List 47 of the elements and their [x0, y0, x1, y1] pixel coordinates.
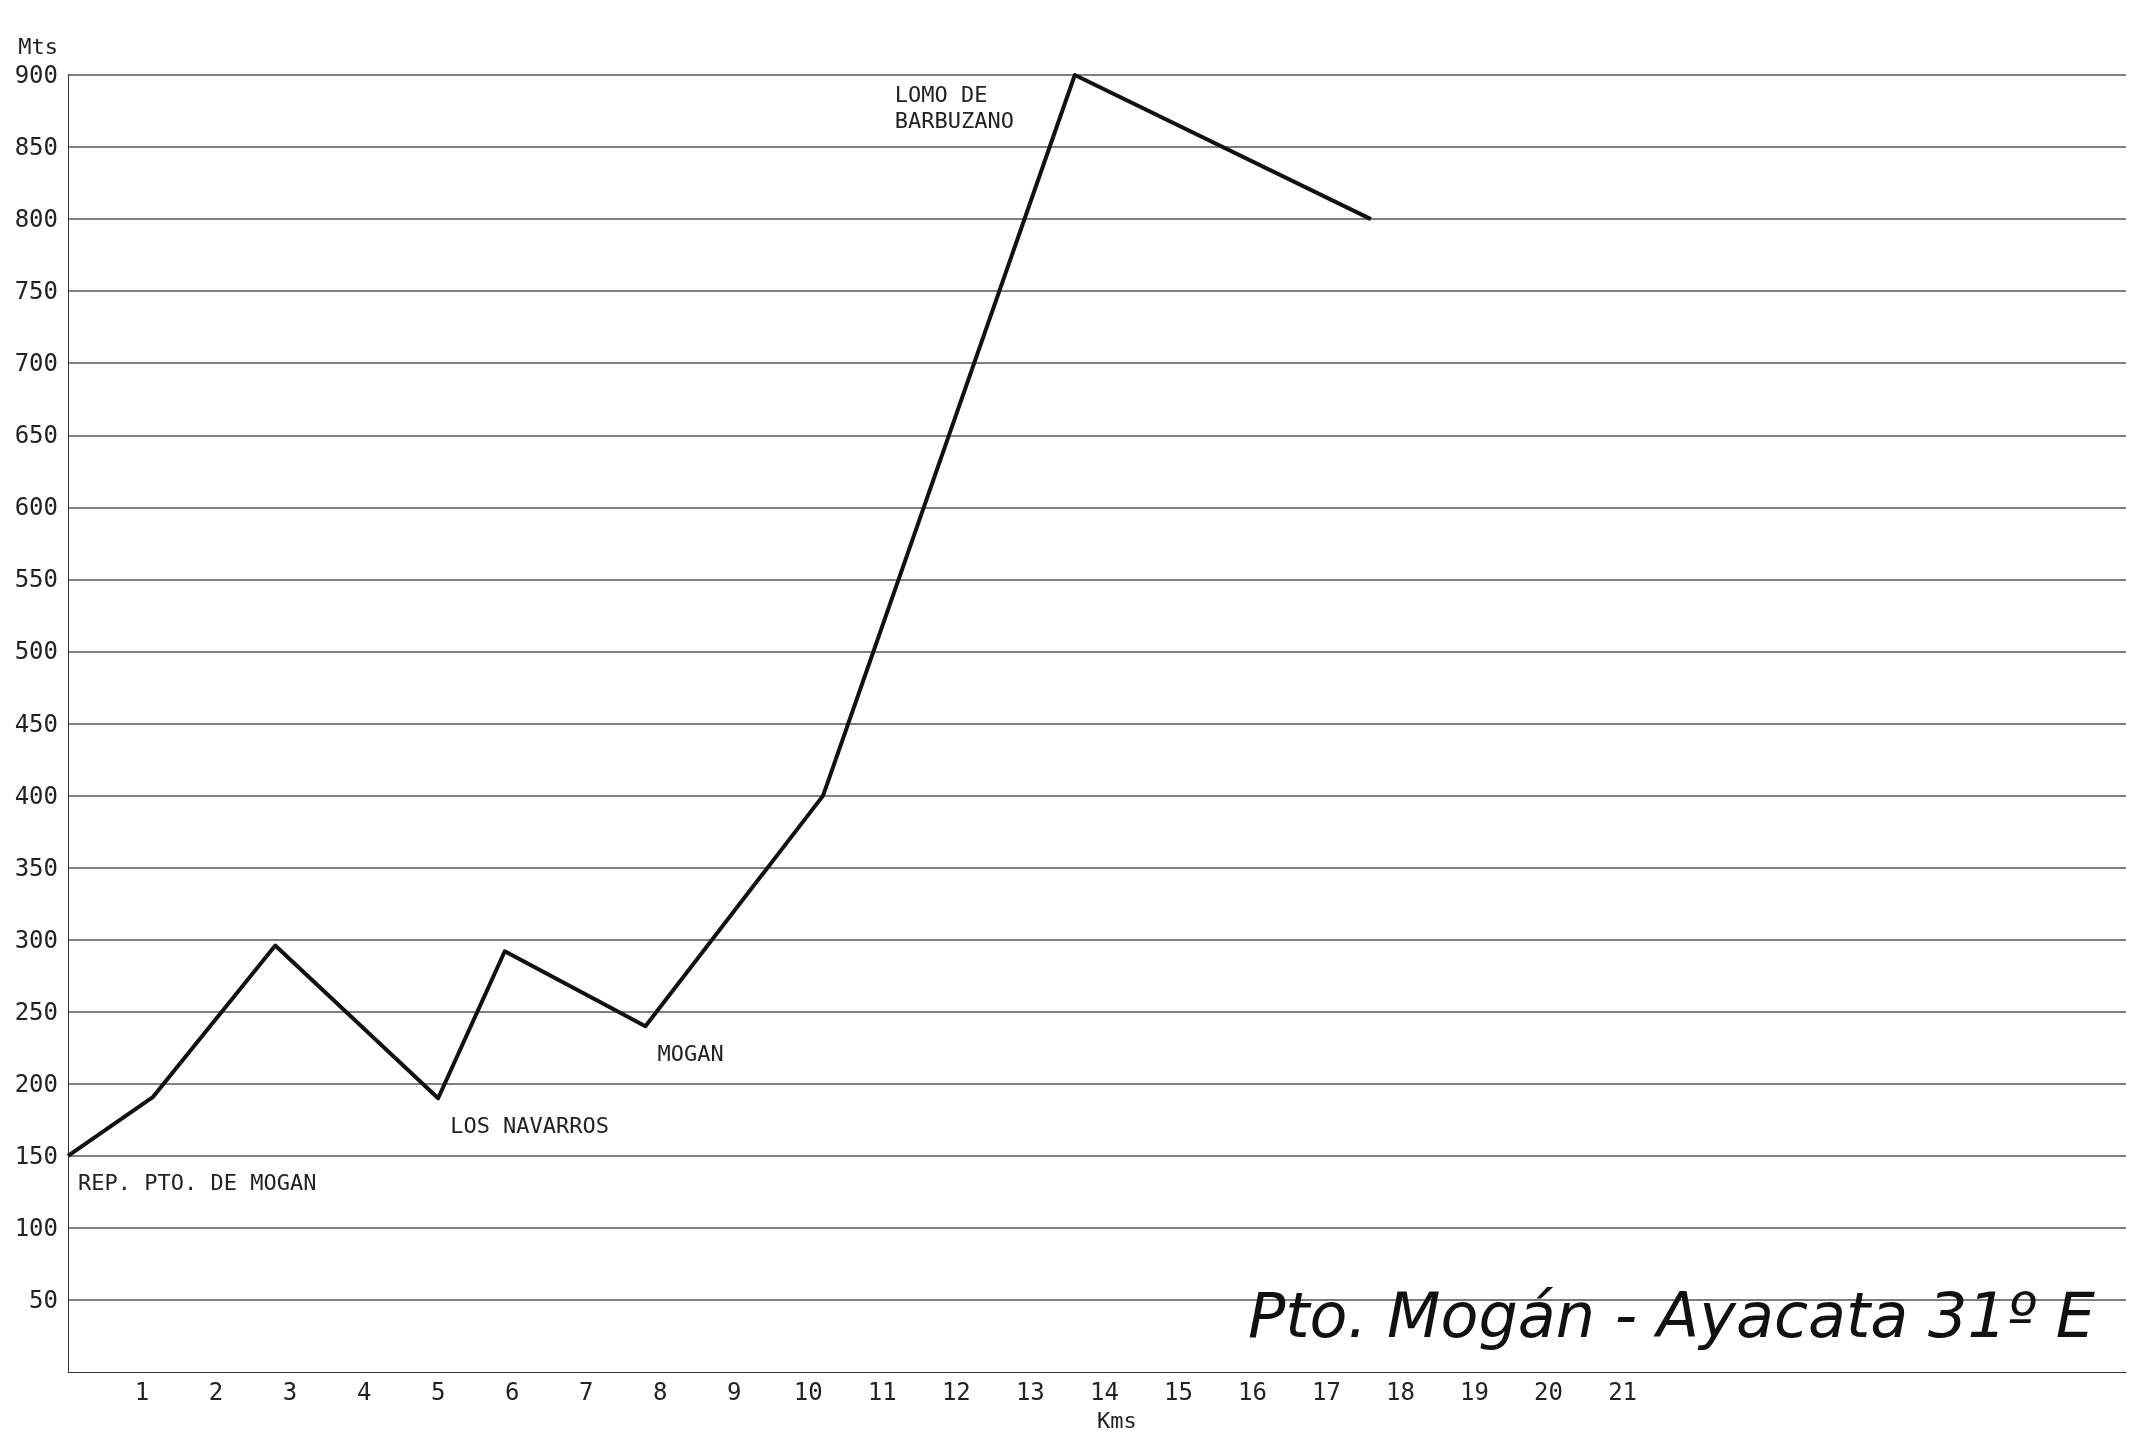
y-tick-label: 550	[14, 565, 58, 594]
x-tick-label: 2	[208, 1378, 224, 1407]
x-tick-label: 16	[1238, 1378, 1267, 1407]
x-tick-label: 12	[941, 1378, 971, 1407]
x-tick-label: 15	[1163, 1378, 1193, 1407]
y-tick-label: 800	[14, 205, 58, 234]
x-tick-label: 5	[430, 1378, 446, 1407]
x-tick-label: 6	[504, 1378, 520, 1407]
y-tick-label: 850	[14, 133, 58, 162]
y-tick-label: 400	[14, 781, 58, 810]
x-tick-label: 17	[1312, 1378, 1341, 1407]
x-tick-label: 7	[578, 1378, 594, 1407]
x-tick-label: 4	[356, 1378, 372, 1407]
line-series	[66, 73, 1373, 1158]
x-tick-label: 13	[1015, 1378, 1045, 1407]
annotation: REP. PTO. DE MOGAN	[78, 1170, 317, 1196]
x-tick-label: 8	[653, 1378, 668, 1407]
y-tick-label: 750	[14, 277, 58, 306]
annotation: MOGAN	[657, 1040, 724, 1066]
y-tick-label: 150	[14, 1141, 58, 1170]
y-tick-label: 900	[14, 61, 58, 89]
y-tick-label: 50	[29, 1286, 58, 1315]
x-tick-label: 19	[1460, 1378, 1489, 1407]
text: Pto. Mogán - Ayacata 31º E	[1247, 1278, 2096, 1352]
y-tick-label: 350	[14, 853, 58, 882]
x-tick-label: 10	[793, 1378, 823, 1407]
y-tick-label: 600	[14, 493, 58, 522]
y-tick-label: 200	[14, 1069, 58, 1098]
x-tick-label: 18	[1386, 1378, 1415, 1407]
y-tick-label: 650	[14, 421, 58, 450]
y-tick-label: 500	[14, 637, 58, 666]
x-tick-label: 14	[1089, 1378, 1119, 1407]
x-tick-label: 9	[727, 1378, 742, 1407]
y-tick-label: 100	[14, 1213, 58, 1242]
y-tick-label: 700	[14, 349, 58, 378]
annotation: LOMO DE BARBUZANO	[894, 81, 1015, 133]
x-tick-label: 3	[282, 1378, 298, 1407]
x-tick-label: 20	[1534, 1378, 1564, 1407]
x-axis-title: Kms	[1097, 1407, 1137, 1433]
y-tick-label: 250	[14, 997, 58, 1026]
x-tick-label: 11	[867, 1378, 897, 1407]
x-tick-label: 1	[134, 1378, 150, 1407]
y-axis-title: Mts	[18, 33, 58, 59]
annotation: LOS NAVARROS	[450, 1112, 610, 1138]
x-tick-label: 21	[1608, 1378, 1638, 1407]
y-tick-label: 300	[14, 925, 58, 954]
y-tick-label: 450	[14, 709, 58, 738]
